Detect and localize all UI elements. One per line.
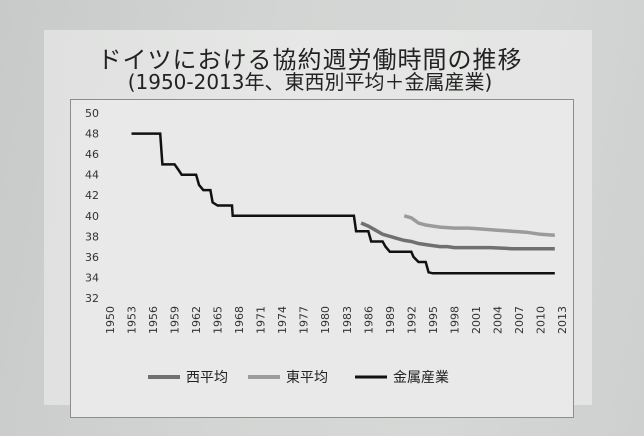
series-line-3 <box>131 132 555 275</box>
x-tick-label: 1968 <box>233 306 246 334</box>
x-tick-label: 1965 <box>212 306 225 334</box>
series-line-1 <box>360 221 555 251</box>
x-tick-label: 1989 <box>384 306 397 334</box>
y-tick-label: 32 <box>85 292 99 305</box>
chart-subtitle: (1950-2013年、東西別平均＋金属産業) <box>127 70 493 94</box>
y-tick-label: 40 <box>85 210 99 223</box>
x-tick-label: 1995 <box>427 306 440 334</box>
y-tick-label: 36 <box>85 251 99 264</box>
x-tick-label: 1992 <box>405 306 418 334</box>
chart-frame <box>70 99 574 418</box>
chart-title: ドイツにおける協約週労働時間の推移 <box>97 46 523 74</box>
legend-label: 西平均 <box>186 370 228 386</box>
x-tick-label: 1950 <box>104 306 117 334</box>
y-tick-label: 50 <box>85 107 99 120</box>
x-tick-label: 1962 <box>190 306 203 334</box>
y-tick-label: 34 <box>85 271 99 284</box>
legend-label: 東平均 <box>286 370 328 386</box>
legend-label: 金属産業 <box>393 370 449 386</box>
y-tick-label: 44 <box>85 169 99 182</box>
x-tick-label: 1974 <box>276 306 289 334</box>
y-tick-label: 48 <box>85 128 99 141</box>
x-tick-label: 1986 <box>362 306 375 334</box>
x-tick-label: 2004 <box>491 306 504 334</box>
x-tick-label: 1953 <box>126 306 139 334</box>
y-tick-label: 46 <box>85 148 99 161</box>
x-tick-label: 1983 <box>341 306 354 334</box>
y-tick-label: 42 <box>85 189 99 202</box>
x-tick-label: 1980 <box>319 306 332 334</box>
x-tick-label: 1977 <box>298 306 311 334</box>
x-tick-label: 2010 <box>534 306 547 334</box>
x-tick-label: 1959 <box>169 306 182 334</box>
x-tick-label: 2001 <box>470 306 483 334</box>
y-tick-label: 38 <box>85 230 99 243</box>
x-tick-label: 2007 <box>513 306 526 334</box>
series-line-2 <box>403 214 555 238</box>
x-tick-label: 1956 <box>147 306 160 334</box>
x-tick-label: 1998 <box>448 306 461 334</box>
x-tick-label: 2013 <box>556 306 569 334</box>
x-tick-label: 1971 <box>255 306 268 334</box>
